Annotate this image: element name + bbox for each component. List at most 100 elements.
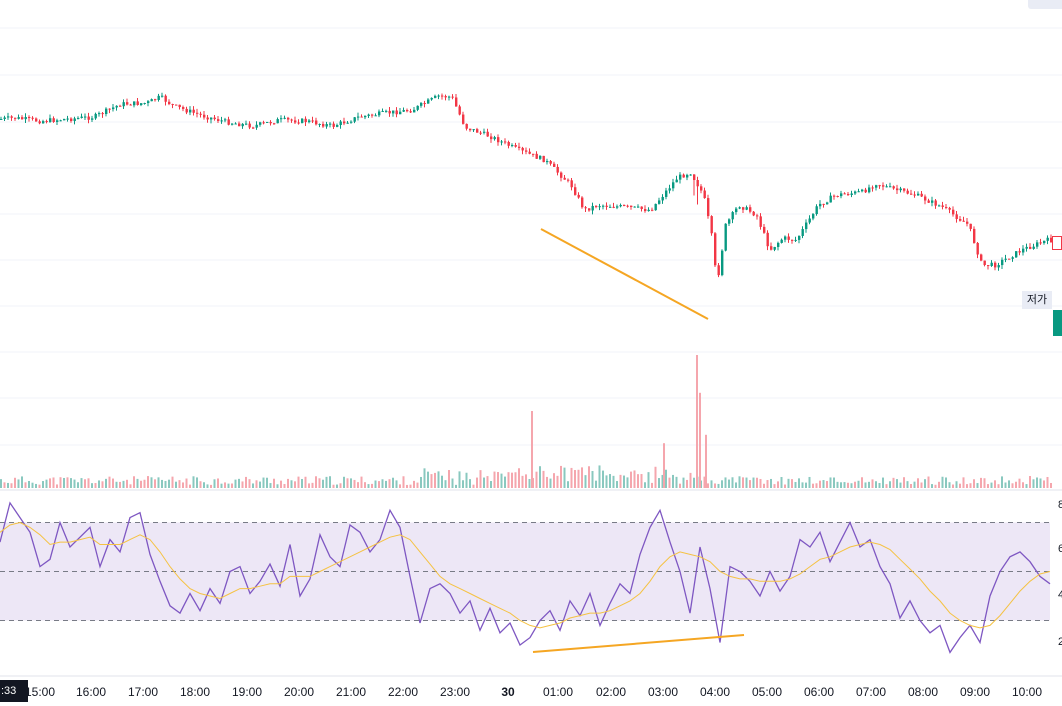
volume-bar [1036, 477, 1038, 488]
volume-bar [406, 484, 408, 488]
candle-body [224, 119, 227, 121]
candle-body [24, 116, 27, 120]
volume-bar [14, 477, 16, 488]
candle-body [745, 207, 748, 210]
candle-body [161, 95, 164, 97]
candle-body [140, 103, 143, 106]
candle-body [497, 137, 500, 143]
volume-bar [864, 482, 867, 488]
candle-body [171, 104, 174, 106]
volume-bar [24, 482, 27, 488]
current-time-label: :33 [0, 680, 28, 702]
volume-bar [969, 483, 972, 488]
volume-bar [392, 477, 394, 488]
candle-body [973, 228, 976, 243]
volume-bar [248, 479, 251, 488]
candle-body [157, 95, 160, 100]
volume-bar [563, 467, 566, 488]
volume-bar [997, 484, 1000, 488]
candle-body [717, 265, 720, 276]
volume-bar [31, 482, 34, 488]
candle-body [182, 107, 185, 109]
volume-bar [857, 480, 860, 488]
volume-bar [259, 481, 261, 488]
volume-bar [553, 473, 555, 488]
candle-body [465, 123, 468, 129]
candle-body [752, 211, 755, 216]
candle-body [49, 118, 52, 122]
candle-body [42, 121, 45, 124]
candle-body [1029, 246, 1032, 249]
volume-bar [749, 480, 751, 488]
candle-body [787, 236, 790, 240]
candle-body [420, 103, 423, 106]
candle-body [591, 205, 594, 211]
candle-body [654, 203, 657, 211]
volume-bar [80, 478, 83, 488]
volume-bar [175, 481, 177, 488]
candle-body [280, 118, 283, 120]
volume-bar [486, 476, 489, 488]
candle-body [584, 207, 587, 209]
candle-body [98, 113, 101, 115]
volume-bar [42, 481, 44, 488]
volume-bar [931, 484, 933, 488]
candle-body [780, 239, 783, 243]
volume-bar [833, 477, 835, 488]
volume-bar [588, 466, 590, 488]
candle-body [290, 119, 293, 121]
volume-bar [143, 479, 146, 488]
candle-body [945, 206, 948, 208]
volume-bar [945, 477, 947, 488]
current-price-marker [1052, 236, 1062, 250]
candle-body [276, 119, 279, 124]
volume-bar [738, 476, 741, 488]
volume-bar [714, 483, 716, 488]
candle-body [255, 124, 258, 128]
volume-bar [479, 470, 482, 488]
volume-bar [777, 481, 779, 488]
last-price-tag [1053, 310, 1062, 336]
volume-bar [273, 478, 275, 488]
volume-bar [357, 482, 359, 488]
candle-body [500, 141, 503, 143]
candle-body [150, 99, 153, 102]
candle-body [574, 187, 577, 195]
candle-body [868, 187, 871, 193]
candle-body [458, 106, 461, 115]
volume-bar [364, 482, 366, 488]
candle-body [213, 117, 216, 120]
candle-body [899, 188, 902, 191]
volume-bar [126, 479, 128, 488]
volume-bar [623, 475, 625, 488]
volume-bar [185, 478, 188, 488]
candle-body [343, 121, 346, 124]
candle-body [1046, 237, 1049, 241]
candle-body [511, 145, 514, 147]
volume-bar [637, 474, 639, 488]
low-price-tag: 저가 [1022, 291, 1052, 309]
volume-bar [94, 483, 97, 488]
candle-body [598, 206, 601, 208]
volume-bar [56, 484, 58, 488]
candle-body [857, 191, 860, 193]
volume-bar [210, 484, 212, 488]
volume-bar [220, 483, 223, 488]
volume-bar [791, 479, 793, 488]
candle-body [707, 198, 710, 217]
volume-spike [663, 443, 665, 488]
candle-body [294, 120, 297, 123]
candle-body [406, 110, 409, 112]
volume-bar [234, 479, 237, 488]
settings-button[interactable] [1028, 0, 1062, 9]
candle-body [518, 146, 521, 148]
candle-body [906, 190, 909, 194]
volume-spike [531, 411, 533, 488]
candle-body [63, 119, 66, 121]
volume-bar [378, 481, 380, 488]
volume-bar [763, 483, 765, 488]
volume-bar [329, 476, 331, 488]
volume-bar [973, 479, 975, 488]
volume-bar [504, 476, 506, 488]
candle-body [878, 185, 881, 187]
